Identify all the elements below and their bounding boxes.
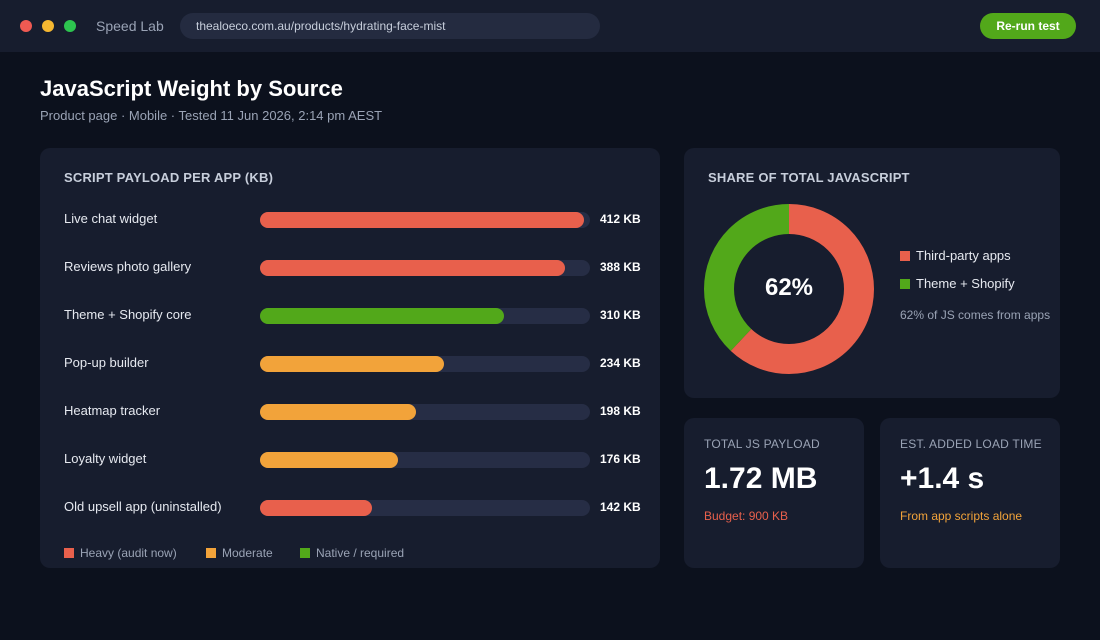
bar-track: [260, 356, 590, 372]
bar-row: Pop-up builder 234 KB: [64, 352, 644, 376]
load-time-value: +1.4 s: [900, 462, 985, 495]
share-legend-swatch-third-party: [900, 251, 910, 261]
maximize-window-button[interactable]: [64, 20, 76, 32]
url-field[interactable]: thealoeco.com.au/products/hydrating-face…: [180, 13, 600, 39]
bar-value-label: 176 KB: [600, 452, 641, 466]
bar: [260, 308, 504, 324]
bar-row: Reviews photo gallery 388 KB: [64, 256, 644, 280]
rerun-test-button[interactable]: Re-run test: [980, 13, 1076, 39]
bar-label: Old upsell app (uninstalled): [64, 499, 222, 514]
share-legend-swatch-theme: [900, 279, 910, 289]
payload-chart-card: SCRIPT PAYLOAD PER APP (KB) Live chat wi…: [40, 148, 660, 568]
bar-row: Live chat widget 412 KB: [64, 208, 644, 232]
bar-value-label: 388 KB: [600, 260, 641, 274]
bar-value-label: 412 KB: [600, 212, 641, 226]
bar: [260, 260, 565, 276]
bar-value-label: 310 KB: [600, 308, 641, 322]
donut-slice-theme: [704, 204, 874, 374]
legend-label-heavy: Heavy (audit now): [80, 546, 177, 560]
share-note: 62% of JS comes from apps: [900, 308, 1051, 322]
bar-row: Heatmap tracker 198 KB: [64, 400, 644, 424]
page-subtitle: Product page · Mobile · Tested 11 Jun 20…: [40, 108, 383, 123]
legend-swatch-native: [300, 548, 310, 558]
title-bar: Speed Lab thealoeco.com.au/products/hydr…: [0, 0, 1100, 52]
share-legend-label-third-party: Third-party apps: [916, 248, 1011, 263]
bar-label: Reviews photo gallery: [64, 259, 192, 274]
bar-value-label: 142 KB: [600, 500, 641, 514]
legend-label-moderate: Moderate: [222, 546, 273, 560]
bar-label: Pop-up builder: [64, 355, 149, 370]
share-legend-label-theme: Theme + Shopify: [916, 276, 1015, 291]
bar: [260, 404, 416, 420]
total-payload-label: TOTAL JS PAYLOAD: [704, 437, 820, 451]
close-window-button[interactable]: [20, 20, 32, 32]
bar-row: Old upsell app (uninstalled) 142 KB: [64, 496, 644, 520]
total-payload-card: TOTAL JS PAYLOAD 1.72 MB Budget: 900 KB: [684, 418, 864, 568]
legend-swatch-moderate: [206, 548, 216, 558]
bar-track: [260, 212, 590, 228]
legend-swatch-heavy: [64, 548, 74, 558]
share-donut-chart: [704, 204, 874, 374]
legend-label-native: Native / required: [316, 546, 405, 560]
bar-label: Live chat widget: [64, 211, 158, 226]
bar: [260, 452, 398, 468]
total-payload-value: 1.72 MB: [704, 462, 818, 495]
bar-label: Loyalty widget: [64, 451, 147, 466]
load-time-note: From app scripts alone: [900, 509, 1023, 523]
bar-label: Heatmap tracker: [64, 403, 161, 418]
load-time-card: EST. ADDED LOAD TIME +1.4 s From app scr…: [880, 418, 1060, 568]
bar-track: [260, 500, 590, 516]
bar: [260, 500, 372, 516]
bar-value-label: 234 KB: [600, 356, 641, 370]
bar-track: [260, 308, 590, 324]
bar-track: [260, 260, 590, 276]
share-chart-heading: SHARE OF TOTAL JAVASCRIPT: [708, 170, 910, 185]
bar-value-label: 198 KB: [600, 404, 641, 418]
page-title: JavaScript Weight by Source: [40, 76, 343, 101]
bar-row: Loyalty widget 176 KB: [64, 448, 644, 472]
bar: [260, 212, 584, 228]
minimize-window-button[interactable]: [42, 20, 54, 32]
load-time-label: EST. ADDED LOAD TIME: [900, 437, 1042, 451]
payload-chart-heading: SCRIPT PAYLOAD PER APP (KB): [64, 170, 274, 185]
bar-label: Theme + Shopify core: [64, 307, 192, 322]
total-payload-budget: Budget: 900 KB: [704, 509, 789, 523]
bar-track: [260, 452, 590, 468]
bar-row: Theme + Shopify core 310 KB: [64, 304, 644, 328]
donut-center-value: 62%: [764, 274, 814, 301]
bar: [260, 356, 444, 372]
share-chart-card: SHARE OF TOTAL JAVASCRIPT 62% Third-part…: [684, 148, 1060, 398]
app-name: Speed Lab: [96, 18, 164, 34]
bar-track: [260, 404, 590, 420]
